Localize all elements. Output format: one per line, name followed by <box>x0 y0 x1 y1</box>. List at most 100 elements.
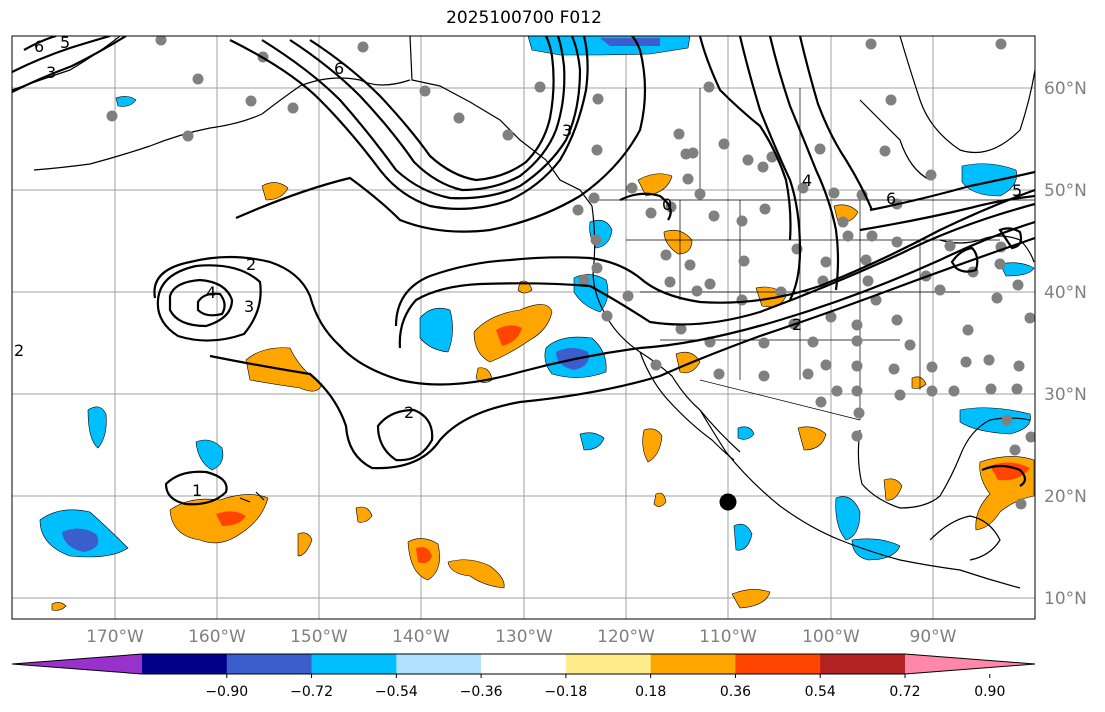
contour-label: 4 <box>802 171 812 190</box>
hudson-bay <box>859 99 931 181</box>
cool-anomaly-gulf <box>959 407 1031 435</box>
contour-2-loop <box>376 408 434 462</box>
map-title: 2025100700 F012 <box>446 8 602 28</box>
contour-label: 1 <box>192 481 202 500</box>
cool-anomaly-ne <box>961 163 1017 197</box>
colorbar-swatch <box>142 654 228 674</box>
contour-lines <box>12 36 1035 506</box>
lat-label-60n: 60°N <box>1044 79 1087 99</box>
contour-ne-3 <box>798 36 874 211</box>
coastlines <box>12 36 1035 589</box>
colorbar-swatch <box>820 654 906 674</box>
colorbar-tick-label: −0.72 <box>290 684 333 700</box>
warm-anomaly-s-2 <box>447 559 505 589</box>
contour-tri <box>869 170 1035 212</box>
target-point-marker <box>719 493 737 511</box>
colorbar-swatch <box>565 654 652 674</box>
cool-anomaly-small-4 <box>737 426 755 440</box>
lon-label-120w: 120°W <box>597 627 655 647</box>
contour-low-outer <box>156 264 262 342</box>
contour-2-south <box>209 236 1035 470</box>
contour-label: 3 <box>244 297 254 316</box>
contour-bering-2 <box>12 36 127 93</box>
cool-anomaly-mid-pac <box>87 406 107 449</box>
latitude-labels: 60°N 50°N 40°N 30°N 20°N 10°N <box>1044 79 1087 609</box>
contour-subtropical-ridge <box>153 220 1035 386</box>
lon-label-130w: 130°W <box>495 627 553 647</box>
lat-label-20n: 20°N <box>1044 487 1087 507</box>
lon-label-170w: 170°W <box>86 627 144 647</box>
warm-anomaly-nc <box>637 173 673 197</box>
contour-label: 3 <box>562 121 572 140</box>
lon-label-140w: 140°W <box>392 627 450 647</box>
cool-anomaly-hawaii-n <box>195 439 224 471</box>
colorbar-tick-label: 0.36 <box>720 684 751 700</box>
cool-anomaly-small-3 <box>579 432 605 451</box>
contour-ne-1 <box>738 36 802 301</box>
contour-trough-4 <box>309 36 555 182</box>
contour-ne-2 <box>768 36 840 291</box>
warm-anomaly-small-9 <box>653 492 667 507</box>
lat-label-10n: 10°N <box>1044 589 1087 609</box>
colorbar-swatch <box>226 654 313 674</box>
aleutians <box>33 113 263 171</box>
contour-trough-5 <box>235 36 647 233</box>
hawaii-islands <box>239 491 265 503</box>
cool-anomaly-small-1 <box>115 96 137 107</box>
contour-tri-2 <box>859 194 1035 232</box>
warm-anomaly-small-2 <box>797 426 827 451</box>
contour-label: 0 <box>662 195 672 214</box>
colorbar-swatch <box>396 654 482 674</box>
colorbar: −0.90 −0.72 −0.54 −0.36 −0.18 0.18 0.36 0.54 0.7… <box>11 653 1036 700</box>
longitude-labels: 170°W 160°W 150°W 140°W 130°W 120°W 110°… <box>86 627 957 647</box>
colorbar-swatch <box>481 654 567 674</box>
cool-anomaly-mx-2 <box>851 538 901 561</box>
gulf-coast <box>857 417 1031 509</box>
yucatan <box>929 515 1001 561</box>
anomaly-shading <box>39 36 1035 611</box>
colorbar-tick-label: −0.36 <box>460 684 503 700</box>
map-frame <box>11 35 1036 620</box>
cool-anomaly-small-5 <box>999 262 1035 277</box>
warm-anomaly-nw <box>261 182 289 201</box>
colorbar-tick-label: 0.54 <box>805 684 836 700</box>
colorbar-extend-low <box>12 654 142 674</box>
lat-label-30n: 30°N <box>1044 385 1087 405</box>
contour-ne-4 <box>698 36 792 241</box>
canada-east <box>899 36 1035 154</box>
contour-bering-3 <box>23 36 57 51</box>
cool-anomaly-core <box>600 38 660 46</box>
contour-lakes <box>950 246 979 273</box>
colorbar-swatch <box>650 654 736 674</box>
colorbar-tick-label: −0.54 <box>375 684 418 700</box>
contour-label: 6 <box>886 189 896 208</box>
contour-label: 6 <box>34 37 44 56</box>
lat-label-40n: 40°N <box>1044 283 1087 303</box>
warm-anomaly-baja <box>675 351 701 374</box>
lon-label-150w: 150°W <box>290 627 348 647</box>
contour-lakes-2 <box>998 227 1023 250</box>
colorbar-extend-high <box>905 654 1035 674</box>
colorbar-swatch <box>735 654 821 674</box>
lon-label-100w: 100°W <box>802 627 860 647</box>
colorbar-tick-label: −0.90 <box>205 684 248 700</box>
contour-label: 5 <box>60 33 70 52</box>
contour-trough-3 <box>289 36 566 192</box>
contour-label: 3 <box>46 63 56 82</box>
cool-anomaly-small-2 <box>733 523 753 551</box>
us-west-coast <box>591 205 741 453</box>
colorbar-tick-label: 0.72 <box>889 684 920 700</box>
contour-low <box>168 278 234 328</box>
contour-trough-2 <box>261 36 582 200</box>
cool-anomaly-mx-1 <box>835 496 861 541</box>
contour-east-pac <box>394 188 1035 327</box>
colorbar-tick-label: −0.18 <box>544 684 587 700</box>
contour-label: 2 <box>246 255 256 274</box>
contour-bering-1 <box>12 36 111 73</box>
contour-label-group: 2 4 3 2 1 6 3 6 4 5 2 0 6 5 3 2 <box>14 33 1022 500</box>
map-panel: 2 4 3 2 1 6 3 6 4 5 2 0 6 5 3 2 <box>11 33 1036 620</box>
warm-anomaly-small-4 <box>731 589 771 609</box>
mexico-coast <box>699 409 1021 589</box>
contour-label: 2 <box>14 341 24 360</box>
